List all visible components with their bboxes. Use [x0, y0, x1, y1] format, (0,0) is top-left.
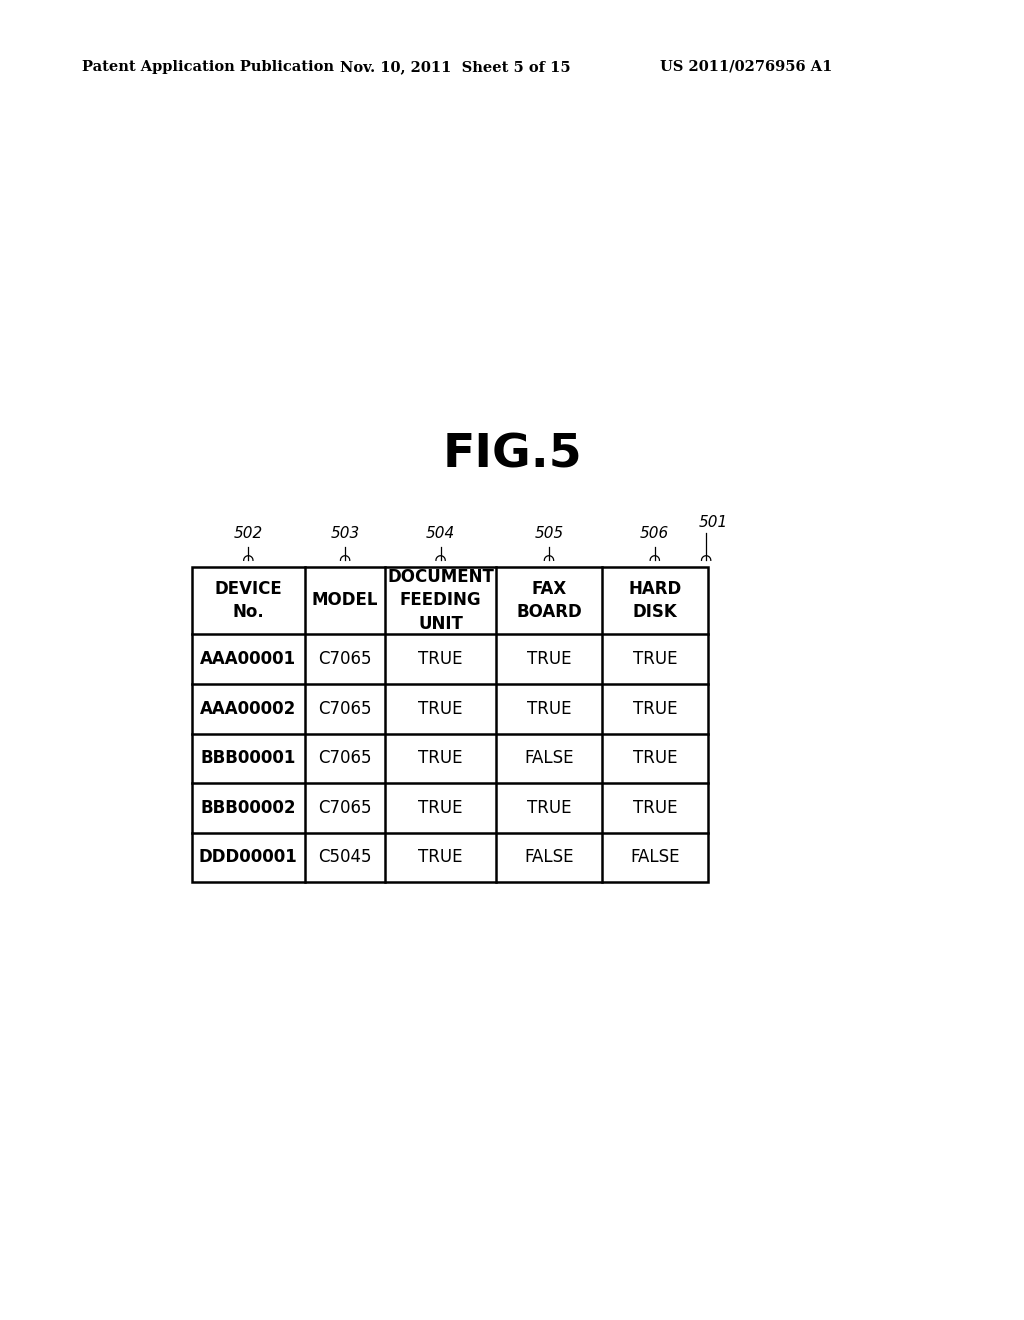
Text: FALSE: FALSE	[524, 750, 573, 767]
Text: C7065: C7065	[318, 700, 372, 718]
Text: TRUE: TRUE	[526, 700, 571, 718]
Text: FIG.5: FIG.5	[442, 433, 582, 478]
Text: DOCUMENT
FEEDING
UNIT: DOCUMENT FEEDING UNIT	[387, 568, 494, 634]
Text: TRUE: TRUE	[419, 651, 463, 668]
Bar	[191, 566, 708, 882]
Text: BBB00002: BBB00002	[201, 799, 296, 817]
Text: C7065: C7065	[318, 799, 372, 817]
Text: FALSE: FALSE	[630, 849, 680, 866]
Text: MODEL: MODEL	[312, 591, 378, 610]
Text: 504: 504	[426, 527, 456, 541]
Text: FALSE: FALSE	[524, 849, 573, 866]
Text: DDD00001: DDD00001	[199, 849, 298, 866]
Text: TRUE: TRUE	[419, 750, 463, 767]
Text: 503: 503	[331, 527, 359, 541]
Text: TRUE: TRUE	[633, 651, 677, 668]
Text: 502: 502	[233, 527, 263, 541]
Text: 506: 506	[640, 527, 670, 541]
Text: TRUE: TRUE	[633, 700, 677, 718]
Text: TRUE: TRUE	[419, 849, 463, 866]
Text: HARD
DISK: HARD DISK	[628, 579, 681, 622]
Text: TRUE: TRUE	[419, 799, 463, 817]
Text: US 2011/0276956 A1: US 2011/0276956 A1	[660, 59, 833, 74]
Text: 501: 501	[699, 515, 728, 529]
Text: 505: 505	[535, 527, 563, 541]
Text: BBB00001: BBB00001	[201, 750, 296, 767]
Text: FAX
BOARD: FAX BOARD	[516, 579, 582, 622]
Text: AAA00002: AAA00002	[201, 700, 297, 718]
Text: TRUE: TRUE	[633, 750, 677, 767]
Text: AAA00001: AAA00001	[201, 651, 296, 668]
Text: TRUE: TRUE	[419, 700, 463, 718]
Text: Patent Application Publication: Patent Application Publication	[82, 59, 334, 74]
Text: C5045: C5045	[318, 849, 372, 866]
Text: TRUE: TRUE	[526, 799, 571, 817]
Text: C7065: C7065	[318, 750, 372, 767]
Text: C7065: C7065	[318, 651, 372, 668]
Text: Nov. 10, 2011  Sheet 5 of 15: Nov. 10, 2011 Sheet 5 of 15	[340, 59, 570, 74]
Text: TRUE: TRUE	[633, 799, 677, 817]
Text: DEVICE
No.: DEVICE No.	[214, 579, 283, 622]
Text: TRUE: TRUE	[526, 651, 571, 668]
